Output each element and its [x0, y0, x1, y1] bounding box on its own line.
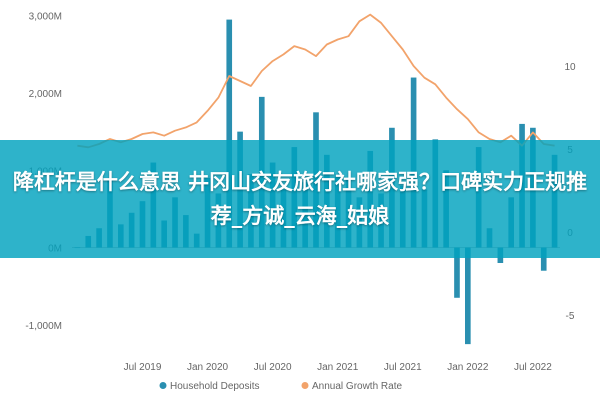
bar [226, 19, 233, 248]
y2-tick-label: -5 [566, 311, 575, 322]
legend-swatch-growth [301, 382, 309, 389]
y-tick-label: 3,000M [29, 12, 62, 23]
x-tick-label: Jan 2021 [317, 362, 359, 373]
x-tick-label: Jul 2020 [254, 362, 292, 373]
legend-label-growth: Annual Growth Rate [312, 381, 402, 392]
x-tick-label: Jul 2019 [124, 362, 162, 373]
bar [540, 247, 547, 271]
y-tick-label: 2,000M [29, 89, 62, 100]
growth-rate-line [77, 13, 555, 149]
legend-swatch-deposits [159, 382, 167, 389]
legend-label-deposits: Household Deposits [170, 381, 260, 392]
x-tick-label: Jul 2022 [514, 362, 552, 373]
x-tick-label: Jan 2022 [447, 362, 489, 373]
overlay-title: 降杠杆是什么意思 井冈山交友旅行社哪家强？口碑实力正规推荐_方诚_云海_姑娘 [12, 170, 588, 228]
x-tick-label: Jul 2021 [384, 362, 422, 373]
y2-tick-label: 10 [564, 62, 576, 73]
bar [465, 247, 471, 345]
bar [454, 247, 460, 298]
x-tick-label: Jan 2020 [187, 362, 229, 373]
overlay-banner: 降杠杆是什么意思 井冈山交友旅行社哪家强？口碑实力正规推荐_方诚_云海_姑娘 [0, 140, 600, 258]
y-tick-label: -1,000M [25, 321, 62, 332]
